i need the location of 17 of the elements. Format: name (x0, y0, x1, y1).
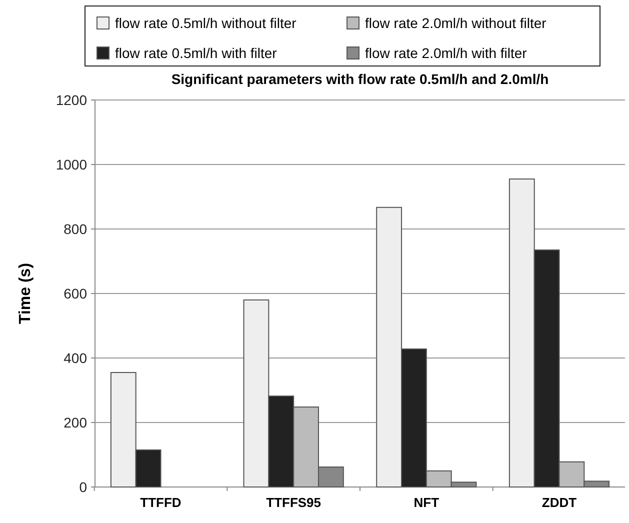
legend-label: flow rate 2.0ml/h without filter (365, 14, 547, 31)
x-tick-label: TTFFD (140, 495, 182, 510)
y-tick-label: 400 (64, 350, 88, 366)
y-tick-label: 200 (64, 414, 88, 430)
y-tick-label: 0 (79, 478, 88, 495)
y-tick-label: 1200 (56, 92, 88, 108)
legend-label: flow rate 0.5ml/h with filter (115, 44, 278, 61)
chart-title: Significant parameters with flow rate 0.5ml/h and 2.0ml/h (171, 71, 549, 87)
legend-label: flow rate 0.5ml/h without filter (115, 14, 297, 31)
y-axis-title: Time (s) (17, 262, 34, 324)
x-tick-label: ZDDT (542, 495, 577, 510)
legend-label: flow rate 2.0ml/h with filter (365, 44, 528, 61)
x-tick-label: NFT (414, 495, 440, 510)
x-tick-label: TTFFS95 (266, 495, 322, 510)
y-tick-label: 600 (64, 285, 88, 302)
y-tick-label: 1000 (56, 156, 88, 172)
y-tick-label: 800 (64, 220, 88, 237)
